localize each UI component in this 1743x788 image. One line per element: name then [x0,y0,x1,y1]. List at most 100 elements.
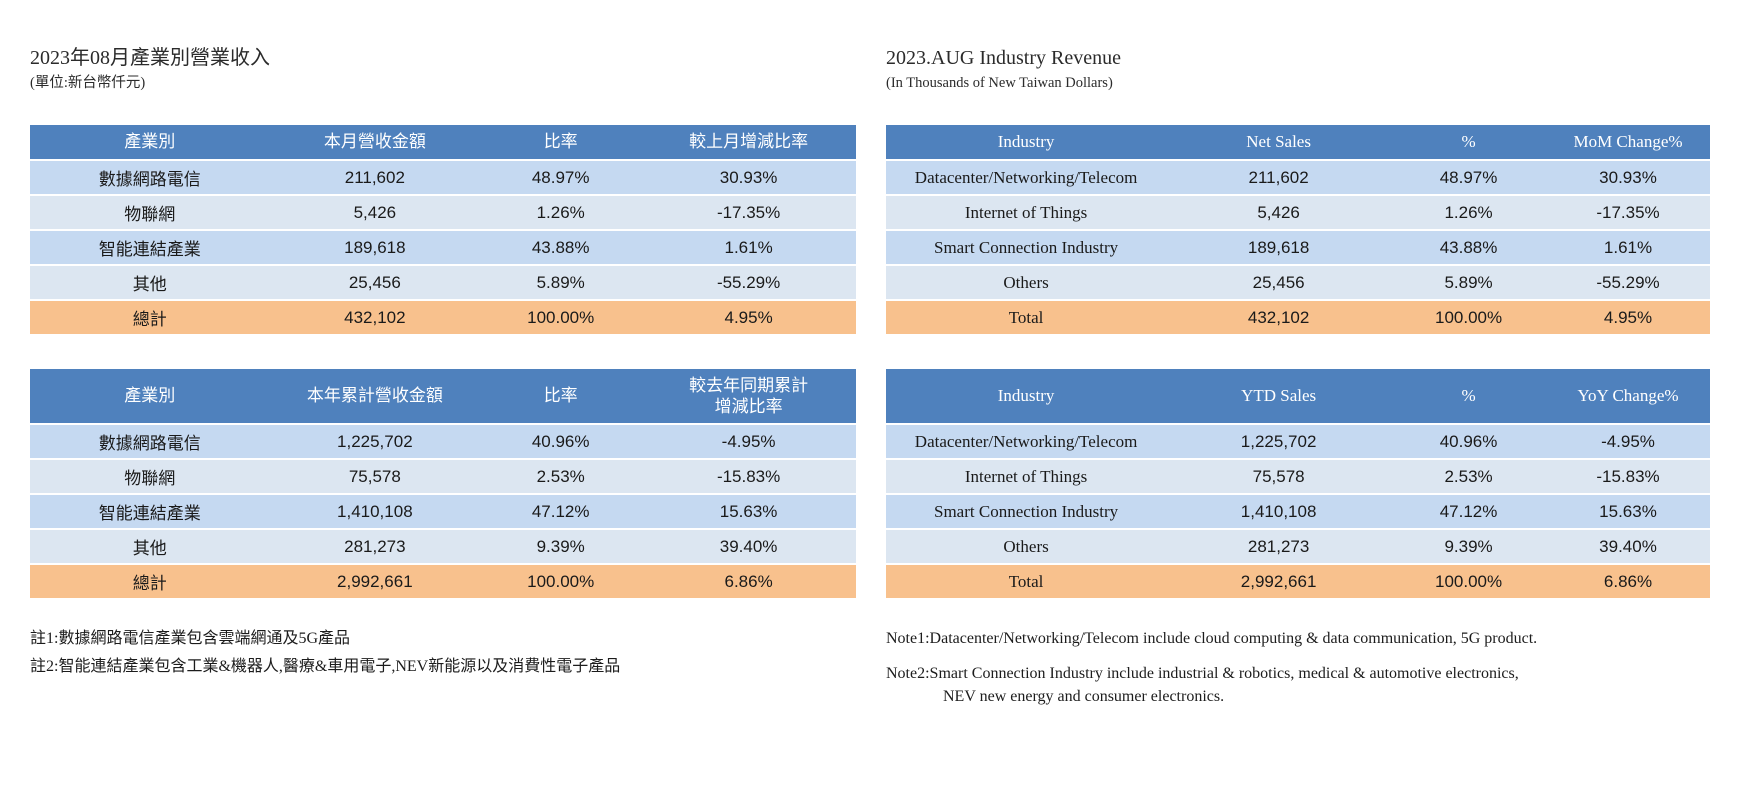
header-cell: 產業別 [30,369,270,425]
table-row: Internet of Things 75,578 2.53% -15.83% [886,460,1710,495]
page-subtitle-zh: (單位:新台幣仟元) [30,75,146,91]
industry-cell: Smart Connection Industry [886,495,1167,530]
total-value-cell: 2,992,661 [1166,565,1392,600]
table-row: 物聯網 75,578 2.53% -15.83% [30,460,856,495]
ytd-revenue-table-zh: 產業別 本年累計營收金額 比率 較去年同期累計 增減比率 數據網路電信 1,225,702… [30,369,856,600]
value-cell: 25,456 [269,266,481,301]
english-panel: 2023.AUG Industry Revenue (In Thousands … [886,45,1710,720]
footnote-2-zh: 註2:智能連結產業包含工業&機器人,醫療&車用電子,NEV新能源以及消費性電子產… [30,658,621,675]
industry-cell: 其他 [30,266,270,301]
total-value-cell: 4.95% [1546,301,1710,336]
value-cell: 1.26% [480,196,642,231]
ytd-revenue-table-en: Industry YTD Sales% YoY Change% Datacenter/… [886,369,1710,600]
value-cell: 5,426 [1166,196,1392,231]
value-cell: -15.83% [1546,460,1710,495]
total-row: Total 2,992,661 100.00% 6.86% [886,565,1710,600]
header-cell: % [1391,125,1546,161]
value-cell: 9.39% [480,530,642,565]
monthly-revenue-table-zh: 產業別 本月營收金額 比率 較上月增減比率 數據網路電信 211,602 48.97% 30.… [30,125,856,336]
header-cell: YTD Sales [1166,369,1392,425]
value-cell: -55.29% [1546,266,1710,301]
value-cell: 211,602 [1166,161,1392,196]
value-cell: 48.97% [480,161,642,196]
value-cell: 2.53% [480,460,642,495]
value-cell: -4.95% [641,425,856,460]
footnotes-zh: 註1:數據網路電信產業包含雲端網通及5G產品 註2:智能連結產業包含工業&機器人… [30,627,856,678]
value-cell: 30.93% [641,161,856,196]
industry-cell: Internet of Things [886,460,1167,495]
total-value-cell: 6.86% [1546,565,1710,600]
page-subtitle-en: (In Thousands of New Taiwan Dollars) [886,75,1113,91]
header-cell: 較上月增減比率 [641,125,856,161]
header-row: 產業別 本月營收金額 比率 較上月增減比率 [30,125,856,161]
industry-cell: 智能連結產業 [30,495,270,530]
table-row: Smart Connection Industry 1,410,108 47.12%… [886,495,1710,530]
value-cell: -15.83% [641,460,856,495]
header-cell: % [1391,369,1546,425]
value-cell: 47.12% [1391,495,1546,530]
table-row: Datacenter/Networking/Telecom 1,225,702 40… [886,425,1710,460]
header-cell: Industry [886,369,1167,425]
value-cell: 1,225,702 [1166,425,1392,460]
table-row: Datacenter/Networking/Telecom 211,602 48.9… [886,161,1710,196]
value-cell: 1,410,108 [1166,495,1392,530]
value-cell: 30.93% [1546,161,1710,196]
total-label-cell: Total [886,565,1167,600]
value-cell: 48.97% [1391,161,1546,196]
industry-cell: Datacenter/Networking/Telecom [886,425,1167,460]
header-row: 產業別 本年累計營收金額 比率 較去年同期累計 增減比率 [30,369,856,425]
table-row: 其他 281,273 9.39% 39.40% [30,530,856,565]
header-cell: 比率 [480,369,642,425]
value-cell: 39.40% [1546,530,1710,565]
table-row: Smart Connection Industry 189,618 43.88% 1.… [886,231,1710,266]
total-value-cell: 432,102 [269,301,481,336]
header-cell: 本年累計營收金額 [269,369,481,425]
table-row: Others 25,456 5.89% -55.29% [886,266,1710,301]
table-row: 智能連結產業 1,410,108 47.12% 15.63% [30,495,856,530]
value-cell: 47.12% [480,495,642,530]
table-row: 物聯網 5,426 1.26% -17.35% [30,196,856,231]
value-cell: 1,225,702 [269,425,481,460]
total-row: 總計 432,102 100.00% 4.95% [30,301,856,336]
value-cell: 25,456 [1166,266,1392,301]
total-row: Total 432,102 100.00% 4.95% [886,301,1710,336]
value-cell: 5.89% [480,266,642,301]
footnote-1-en: Note1:Datacenter/Networking/Telecom incl… [886,630,1538,647]
header-cell: 本月營收金額 [269,125,481,161]
total-value-cell: 6.86% [641,565,856,600]
page-title-en: 2023.AUG Industry Revenue [886,47,1121,69]
value-cell: -17.35% [1546,196,1710,231]
total-label-cell: Total [886,301,1167,336]
industry-cell: Others [886,530,1167,565]
industry-cell: Smart Connection Industry [886,231,1167,266]
header-cell: Net Sales [1166,125,1392,161]
total-value-cell: 2,992,661 [269,565,481,600]
industry-cell: 數據網路電信 [30,425,270,460]
industry-cell: Datacenter/Networking/Telecom [886,161,1167,196]
table-row: Others 281,273 9.39% 39.40% [886,530,1710,565]
header-cell: MoM Change% [1546,125,1710,161]
total-value-cell: 100.00% [1391,565,1546,600]
chinese-panel: 2023年08月產業別營業收入 (單位:新台幣仟元) 產業別 本月營收金額 比率 較上… [30,45,856,683]
industry-cell: Others [886,266,1167,301]
value-cell: 75,578 [269,460,481,495]
total-value-cell: 432,102 [1166,301,1392,336]
value-cell: 15.63% [1546,495,1710,530]
value-cell: -17.35% [641,196,856,231]
value-cell: -4.95% [1546,425,1710,460]
value-cell: 1.26% [1391,196,1546,231]
value-cell: 40.96% [1391,425,1546,460]
value-cell: 189,618 [269,231,481,266]
total-value-cell: 100.00% [480,565,642,600]
value-cell: 5,426 [269,196,481,231]
value-cell: 1.61% [641,231,856,266]
header-row: Industry Net Sales% MoM Change% [886,125,1710,161]
monthly-revenue-table-en: Industry Net Sales% MoM Change% Datacenter/… [886,125,1710,336]
industry-cell: Internet of Things [886,196,1167,231]
value-cell: 281,273 [269,530,481,565]
value-cell: 9.39% [1391,530,1546,565]
value-cell: 211,602 [269,161,481,196]
total-value-cell: 100.00% [480,301,642,336]
value-cell: 75,578 [1166,460,1392,495]
